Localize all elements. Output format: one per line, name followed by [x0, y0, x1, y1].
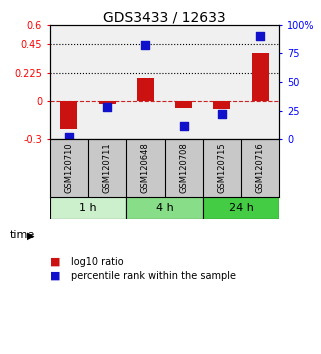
Point — [105, 104, 110, 110]
Point — [181, 123, 186, 129]
Bar — [60, 101, 77, 129]
Text: 4 h: 4 h — [156, 203, 173, 213]
Text: GSM120648: GSM120648 — [141, 143, 150, 193]
Bar — [203, 196, 279, 219]
Text: 24 h: 24 h — [229, 203, 254, 213]
Point — [257, 33, 263, 39]
Text: GSM120708: GSM120708 — [179, 143, 188, 193]
Title: GDS3433 / 12633: GDS3433 / 12633 — [103, 11, 226, 25]
Text: log10 ratio: log10 ratio — [71, 257, 123, 267]
Text: ■: ■ — [50, 271, 60, 281]
Text: GSM120715: GSM120715 — [217, 143, 226, 193]
Text: ■: ■ — [50, 257, 60, 267]
Bar — [175, 101, 192, 108]
Text: GSM120711: GSM120711 — [103, 143, 112, 193]
Bar — [137, 78, 154, 101]
Bar — [99, 101, 116, 104]
Text: time: time — [10, 230, 35, 240]
Point — [143, 42, 148, 48]
Bar — [50, 196, 126, 219]
Bar — [252, 53, 269, 101]
Text: ▶: ▶ — [27, 230, 35, 240]
Bar — [126, 196, 203, 219]
Point — [219, 111, 224, 117]
Point — [66, 134, 72, 140]
Bar — [213, 101, 230, 109]
Text: percentile rank within the sample: percentile rank within the sample — [71, 271, 236, 281]
Text: 1 h: 1 h — [79, 203, 97, 213]
Text: GSM120716: GSM120716 — [256, 143, 265, 193]
Text: GSM120710: GSM120710 — [65, 143, 74, 193]
